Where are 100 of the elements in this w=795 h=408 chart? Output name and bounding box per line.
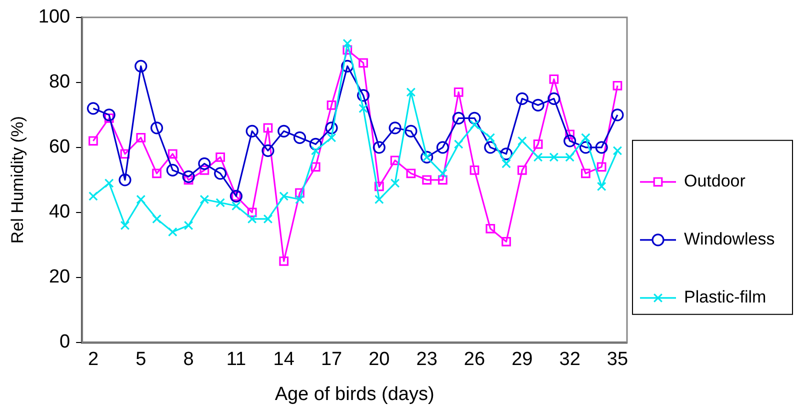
point	[581, 168, 590, 178]
point	[182, 170, 195, 183]
y-tick-label: 20	[48, 266, 70, 288]
point	[390, 178, 400, 188]
x-axis-title: Age of birds (days)	[274, 384, 434, 405]
point	[404, 124, 418, 138]
point	[168, 227, 178, 237]
point	[118, 174, 132, 186]
x-tick-label: 17	[320, 349, 342, 370]
point	[468, 112, 481, 124]
point	[341, 60, 354, 72]
point	[102, 108, 116, 122]
point	[247, 214, 257, 224]
point	[342, 45, 352, 55]
point	[372, 141, 386, 154]
point	[374, 182, 384, 192]
point	[104, 113, 114, 123]
point	[150, 122, 164, 134]
point	[232, 201, 241, 211]
x-tick-label: 32	[559, 349, 580, 370]
point	[486, 132, 496, 142]
point	[104, 178, 114, 188]
point	[136, 132, 146, 142]
x-tick-label: 26	[464, 349, 486, 370]
point	[470, 120, 480, 130]
point	[611, 108, 624, 122]
point	[516, 92, 528, 105]
point	[532, 98, 544, 112]
point	[358, 58, 368, 68]
point	[152, 168, 162, 178]
point	[184, 175, 194, 185]
point	[358, 104, 368, 114]
point	[406, 168, 416, 178]
x-tick-label: 29	[512, 349, 533, 370]
point	[295, 194, 304, 204]
point	[263, 214, 273, 224]
x-tick-label: 8	[183, 349, 194, 370]
point	[422, 175, 432, 185]
legend-label: Outdoor	[684, 172, 746, 191]
x-tick-label: 2	[88, 349, 99, 370]
point	[612, 80, 622, 90]
point	[438, 175, 448, 185]
point	[612, 146, 622, 156]
point	[470, 165, 480, 175]
point	[486, 224, 496, 234]
point	[198, 157, 211, 170]
y-tick-label: 40	[48, 202, 70, 223]
x-tick-label: 20	[368, 349, 390, 370]
point	[166, 164, 179, 176]
point	[484, 141, 497, 154]
y-tick-label: 60	[48, 136, 70, 158]
x-tick-label: 14	[273, 349, 295, 370]
point	[502, 158, 511, 168]
point	[565, 152, 574, 162]
point	[279, 191, 289, 201]
point	[88, 136, 98, 146]
legend-label: Plastic-film	[684, 288, 766, 307]
point	[502, 236, 511, 246]
point	[342, 38, 352, 48]
point	[184, 220, 194, 230]
y-tick-label: 100	[38, 6, 70, 28]
point	[278, 124, 290, 138]
point	[262, 144, 274, 157]
point	[438, 168, 448, 178]
point	[533, 152, 543, 162]
point	[279, 256, 289, 266]
point	[168, 149, 178, 159]
y-tick-label: 0	[60, 332, 70, 353]
point	[406, 87, 416, 97]
point	[293, 131, 306, 144]
point	[454, 87, 464, 97]
point	[152, 214, 162, 224]
point	[500, 148, 513, 160]
point	[564, 134, 576, 148]
point	[581, 132, 590, 142]
point	[356, 89, 370, 102]
x-tick-label: 23	[416, 349, 438, 370]
point	[388, 122, 402, 134]
point	[310, 162, 320, 172]
point	[88, 191, 98, 201]
point	[120, 149, 130, 159]
x-tick-label: 5	[136, 349, 146, 370]
point	[533, 139, 543, 149]
point	[214, 167, 227, 180]
point	[134, 60, 148, 72]
point	[452, 112, 465, 124]
point	[136, 194, 146, 204]
point	[549, 152, 559, 162]
point	[120, 220, 130, 230]
point	[548, 92, 560, 105]
point	[595, 141, 608, 154]
point	[309, 138, 322, 150]
point	[596, 182, 606, 192]
point	[436, 141, 450, 154]
point	[246, 124, 258, 138]
point	[325, 122, 338, 134]
point	[200, 194, 210, 204]
point	[86, 102, 100, 115]
point	[374, 194, 384, 204]
x-tick-label: 11	[226, 349, 246, 370]
